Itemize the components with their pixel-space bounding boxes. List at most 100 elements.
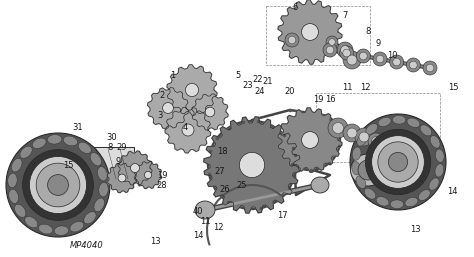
Ellipse shape xyxy=(436,149,444,162)
Ellipse shape xyxy=(20,146,32,158)
Polygon shape xyxy=(278,108,342,172)
Circle shape xyxy=(372,137,381,145)
Text: MP4040: MP4040 xyxy=(70,241,104,250)
Circle shape xyxy=(347,55,357,65)
Ellipse shape xyxy=(99,182,108,197)
Circle shape xyxy=(337,42,353,58)
Ellipse shape xyxy=(356,176,366,188)
Text: 9: 9 xyxy=(115,158,120,167)
Text: 8: 8 xyxy=(107,143,113,152)
Text: 15: 15 xyxy=(448,84,458,93)
Text: 13: 13 xyxy=(150,237,160,246)
Circle shape xyxy=(163,103,173,113)
Ellipse shape xyxy=(352,147,361,160)
Circle shape xyxy=(359,132,369,142)
Circle shape xyxy=(343,124,361,142)
Circle shape xyxy=(383,140,392,148)
Text: 28: 28 xyxy=(157,180,167,189)
Ellipse shape xyxy=(390,200,404,208)
Ellipse shape xyxy=(32,138,46,149)
Circle shape xyxy=(285,33,299,47)
Circle shape xyxy=(301,24,319,40)
Circle shape xyxy=(326,36,338,48)
Text: 25: 25 xyxy=(237,180,247,189)
Ellipse shape xyxy=(352,162,361,175)
Circle shape xyxy=(355,128,373,146)
Text: 15: 15 xyxy=(63,161,73,170)
Circle shape xyxy=(373,52,387,66)
Circle shape xyxy=(185,84,199,97)
Ellipse shape xyxy=(38,224,53,234)
Ellipse shape xyxy=(430,135,440,148)
Ellipse shape xyxy=(47,135,62,144)
Circle shape xyxy=(205,107,215,117)
Circle shape xyxy=(328,118,348,138)
Circle shape xyxy=(406,58,420,72)
Ellipse shape xyxy=(350,154,385,186)
Text: 11: 11 xyxy=(342,84,352,93)
Circle shape xyxy=(368,133,384,149)
Text: 20: 20 xyxy=(285,87,295,96)
Circle shape xyxy=(323,43,337,57)
Text: 30: 30 xyxy=(107,133,117,142)
Text: 8: 8 xyxy=(365,27,371,36)
Text: 5: 5 xyxy=(236,70,241,79)
Circle shape xyxy=(396,143,404,151)
Text: 11: 11 xyxy=(200,217,210,226)
Ellipse shape xyxy=(392,115,406,124)
Ellipse shape xyxy=(84,212,96,224)
Ellipse shape xyxy=(357,134,367,146)
Text: 10: 10 xyxy=(387,51,397,60)
Circle shape xyxy=(376,55,384,63)
Polygon shape xyxy=(165,107,211,153)
Ellipse shape xyxy=(98,167,107,181)
Text: 16: 16 xyxy=(325,96,335,105)
Text: 1: 1 xyxy=(170,70,176,79)
Ellipse shape xyxy=(405,197,418,207)
Text: 19: 19 xyxy=(157,170,167,179)
Ellipse shape xyxy=(435,164,444,177)
Text: 17: 17 xyxy=(277,210,287,219)
Circle shape xyxy=(145,171,152,179)
Ellipse shape xyxy=(420,125,432,136)
Text: 12: 12 xyxy=(360,84,370,93)
Ellipse shape xyxy=(376,197,389,206)
Text: 40: 40 xyxy=(193,207,203,216)
Circle shape xyxy=(340,46,354,60)
Text: 18: 18 xyxy=(217,148,228,157)
Ellipse shape xyxy=(29,157,87,214)
Circle shape xyxy=(423,61,437,75)
Ellipse shape xyxy=(15,204,26,217)
Ellipse shape xyxy=(311,177,329,193)
Ellipse shape xyxy=(419,190,430,200)
Ellipse shape xyxy=(9,189,18,204)
Text: 14: 14 xyxy=(193,231,203,240)
Text: 22: 22 xyxy=(253,76,263,85)
Text: 23: 23 xyxy=(243,80,253,89)
Text: 24: 24 xyxy=(255,87,265,96)
Ellipse shape xyxy=(195,201,215,219)
Ellipse shape xyxy=(407,118,420,127)
Ellipse shape xyxy=(378,142,418,182)
Text: 31: 31 xyxy=(73,124,83,133)
Circle shape xyxy=(288,36,296,44)
Ellipse shape xyxy=(23,150,93,220)
Circle shape xyxy=(328,39,335,45)
Circle shape xyxy=(326,46,334,54)
Ellipse shape xyxy=(64,136,78,146)
Circle shape xyxy=(301,132,319,148)
Text: 14: 14 xyxy=(447,188,457,197)
Circle shape xyxy=(356,49,370,63)
Ellipse shape xyxy=(25,216,38,228)
Ellipse shape xyxy=(366,124,378,134)
Text: 9: 9 xyxy=(375,40,381,49)
Text: 4: 4 xyxy=(182,124,188,133)
Ellipse shape xyxy=(6,133,110,237)
Ellipse shape xyxy=(54,226,69,235)
Circle shape xyxy=(130,163,139,172)
Circle shape xyxy=(343,51,361,69)
Text: 12: 12 xyxy=(213,224,223,233)
Text: 3: 3 xyxy=(157,111,163,120)
Polygon shape xyxy=(107,163,137,193)
Ellipse shape xyxy=(70,222,84,232)
